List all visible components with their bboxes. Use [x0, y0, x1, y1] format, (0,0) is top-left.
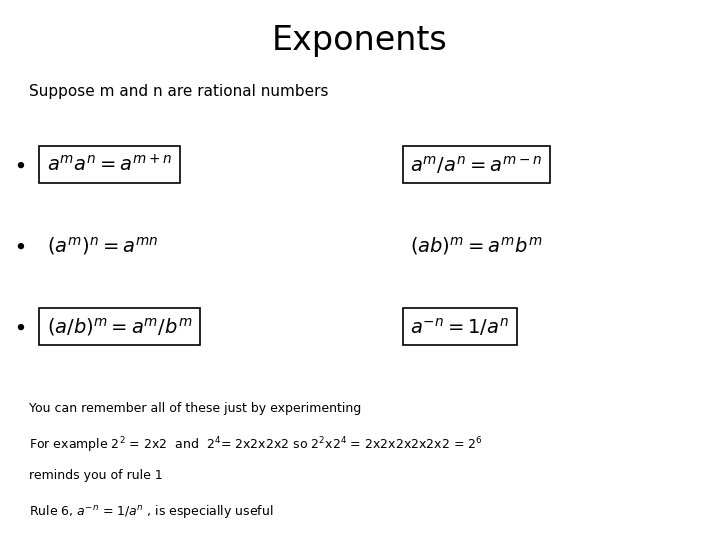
Text: $(a/b)^{m} = a^{m}/b^{m}$: $(a/b)^{m} = a^{m}/b^{m}$: [47, 316, 192, 338]
Text: Rule 6, $a^{-n}$ = 1/$a^{n}$ , is especially useful: Rule 6, $a^{-n}$ = 1/$a^{n}$ , is especi…: [29, 503, 274, 519]
Text: $\bullet$: $\bullet$: [14, 235, 25, 256]
Text: $(ab)^{m} = a^{m}b^{m}$: $(ab)^{m} = a^{m}b^{m}$: [410, 235, 543, 256]
Text: $\bullet$: $\bullet$: [14, 154, 25, 175]
Text: $(a^{m})^{n} = a^{mn}$: $(a^{m})^{n} = a^{mn}$: [47, 235, 158, 256]
Text: For example $2^{2}$ = 2x2  and  $2^{4}$= 2x2x2x2 so $2^{2}$x$2^{4}$ = 2x2x2x2x2x: For example $2^{2}$ = 2x2 and $2^{4}$= 2…: [29, 436, 482, 455]
Text: $a^{m}a^{n} = a^{m+n}$: $a^{m}a^{n} = a^{m+n}$: [47, 154, 172, 176]
Text: $a^{m}/a^{n} = a^{m-n}$: $a^{m}/a^{n} = a^{m-n}$: [410, 154, 542, 176]
Text: $\bullet$: $\bullet$: [14, 316, 25, 337]
Text: Suppose m and n are rational numbers: Suppose m and n are rational numbers: [29, 84, 328, 99]
Text: reminds you of rule 1: reminds you of rule 1: [29, 469, 163, 482]
Text: $a^{-n} = 1/a^{n}$: $a^{-n} = 1/a^{n}$: [410, 316, 509, 338]
Text: Exponents: Exponents: [272, 24, 448, 57]
Text: You can remember all of these just by experimenting: You can remember all of these just by ex…: [29, 402, 361, 415]
